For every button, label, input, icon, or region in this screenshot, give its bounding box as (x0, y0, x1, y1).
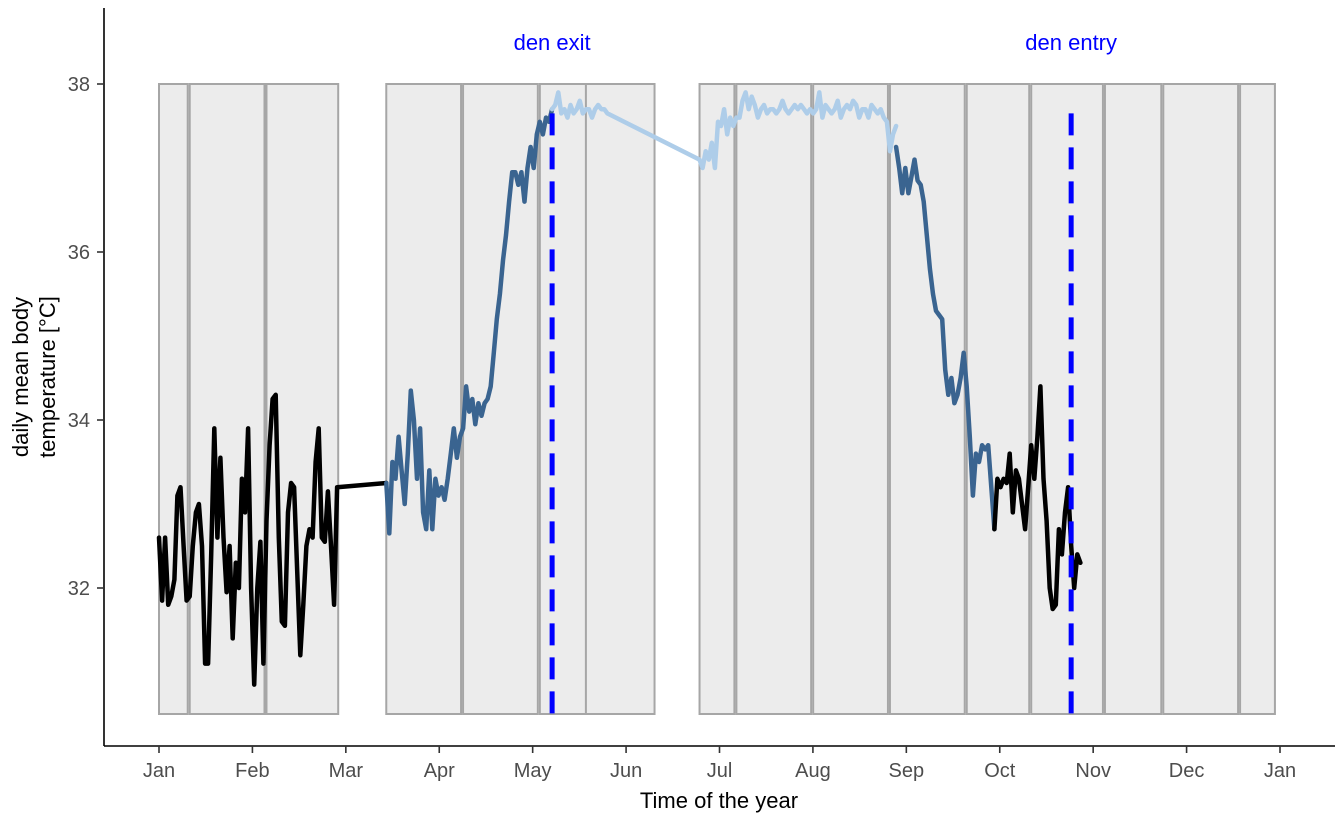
shaded-window-4 (385, 83, 463, 715)
x-tick-label: Aug (795, 760, 831, 782)
shaded-window-7 (584, 83, 656, 715)
x-tick-label: Nov (1075, 760, 1111, 782)
x-tick-label: Jun (610, 760, 642, 782)
shaded-window-8 (698, 83, 736, 715)
x-tick-label: Sep (889, 760, 925, 782)
shaded-window-14 (1103, 83, 1163, 715)
x-tick-label: Dec (1169, 760, 1205, 782)
x-tick-label: Jan (143, 760, 175, 782)
x-tick-label: Jan (1264, 760, 1296, 782)
x-tick-label: Mar (329, 760, 364, 782)
shaded-window-9 (735, 83, 813, 715)
y-axis-title-line-1: daily mean body (8, 297, 33, 457)
shaded-window-1 (158, 83, 189, 715)
annotation-label-2: den entry (1025, 30, 1117, 55)
x-tick-label: Jul (707, 760, 733, 782)
series-line-1 (156, 392, 389, 687)
shaded-window-12 (965, 83, 1031, 715)
x-tick-label: Oct (984, 760, 1016, 782)
shaded-window-16 (1239, 83, 1276, 715)
y-axis-title-line-2: temperature [°C] (35, 296, 60, 458)
annotation-layer: den exit den entry (514, 30, 1117, 714)
y-tick-label: 36 (68, 242, 90, 264)
series-line-2 (384, 106, 555, 536)
x-tick-label: May (514, 760, 552, 782)
y-tick-label: 34 (68, 410, 90, 432)
x-tick-label: Feb (235, 760, 269, 782)
shaded-window-10 (812, 83, 889, 715)
y-tick-label: 38 (68, 74, 90, 96)
shaded-window-6 (538, 83, 588, 715)
annotation-label-1: den exit (514, 30, 591, 55)
x-axis-title: Time of the year (640, 788, 798, 813)
y-tick-label: 32 (68, 578, 90, 600)
series-line-4 (893, 144, 997, 532)
series-layer (156, 90, 1083, 687)
shaded-window-15 (1162, 83, 1240, 715)
x-tick-label: Apr (424, 760, 455, 782)
shaded-windows-layer (158, 83, 1276, 715)
tick-layer: Jan Feb Mar Apr May Jun Jul Aug Sep Oct Nov Dec Jan 3… (68, 74, 1296, 782)
series-line-5 (992, 384, 1083, 612)
series-line-3 (549, 90, 899, 171)
shaded-window-13 (1030, 83, 1104, 715)
